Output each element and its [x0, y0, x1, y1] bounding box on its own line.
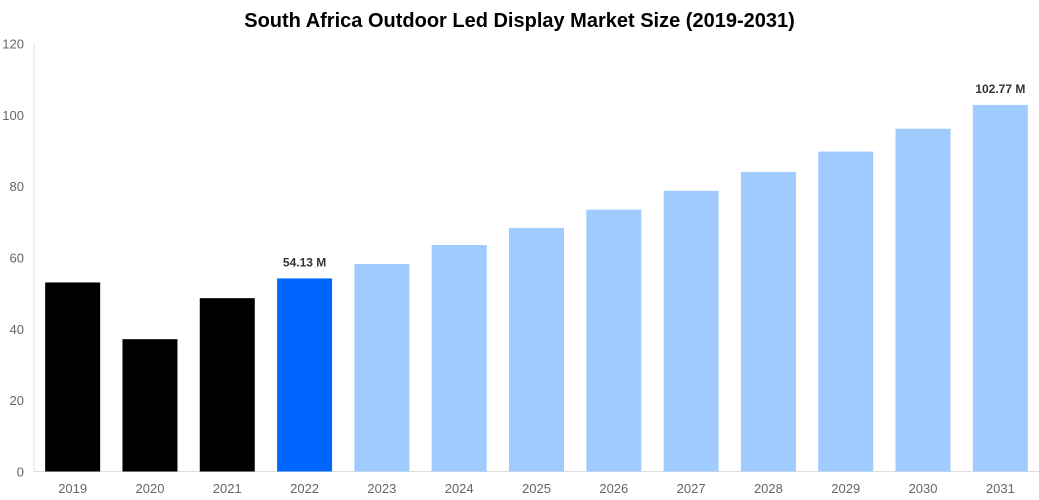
x-tick-label: 2020	[136, 481, 165, 496]
y-tick-label: 20	[10, 393, 24, 408]
bar-2020	[122, 339, 178, 472]
bar-2024	[431, 245, 487, 472]
x-tick-label: 2028	[754, 481, 783, 496]
bar-2022	[277, 278, 333, 472]
y-tick-label: 60	[10, 251, 24, 266]
y-tick-label: 100	[2, 108, 24, 123]
bar-2025	[509, 227, 564, 472]
data-label: 54.13 M	[283, 255, 326, 269]
x-tick-label: 2029	[831, 481, 860, 496]
x-tick-label: 2023	[367, 481, 396, 496]
data-label: 102.77 M	[975, 82, 1025, 96]
x-tick-label: 2021	[213, 481, 242, 496]
bar-2028	[740, 171, 796, 472]
y-tick-label: 120	[2, 37, 24, 52]
x-tick-label: 2019	[58, 481, 87, 496]
y-tick-label: 0	[17, 465, 24, 480]
x-tick-label: 2030	[909, 481, 938, 496]
bar-2031	[972, 104, 1028, 472]
bar-2023	[354, 263, 410, 472]
y-tick-label: 40	[10, 322, 24, 337]
bar-2029	[818, 151, 874, 472]
bar-2030	[895, 128, 951, 472]
y-tick-label: 80	[10, 179, 24, 194]
bar-2027	[663, 190, 719, 472]
x-tick-label: 2031	[986, 481, 1015, 496]
x-tick-label: 2027	[677, 481, 706, 496]
x-tick-label: 2022	[290, 481, 319, 496]
x-tick-label: 2026	[599, 481, 628, 496]
x-tick-label: 2024	[445, 481, 474, 496]
bar-2019	[45, 282, 101, 472]
bar-2021	[199, 298, 255, 472]
chart-title: South Africa Outdoor Led Display Market …	[244, 10, 795, 32]
x-tick-label: 2025	[522, 481, 551, 496]
bar-2026	[586, 209, 642, 472]
